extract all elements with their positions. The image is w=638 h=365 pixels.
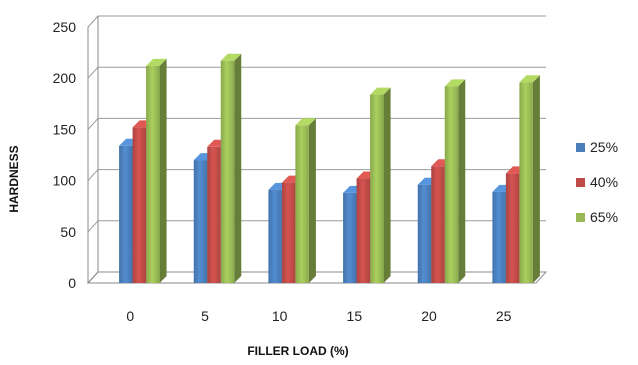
y-tick-label: 50 xyxy=(60,224,76,240)
y-axis-title: HARDNESS xyxy=(7,145,21,212)
legend-swatch xyxy=(576,143,585,152)
bar xyxy=(444,79,466,283)
x-tick-label: 25 xyxy=(496,308,512,324)
legend: 25% 40% 65% xyxy=(576,139,618,225)
x-tick-label: 20 xyxy=(421,308,437,324)
y-tick-label: 100 xyxy=(53,173,77,189)
x-axis-title: FILLER LOAD (%) xyxy=(247,344,348,358)
y-tick-label: 150 xyxy=(53,121,77,137)
legend-label: 25% xyxy=(590,139,618,155)
gridline-side xyxy=(87,220,99,233)
legend-item: 40% xyxy=(576,174,618,190)
bars xyxy=(119,53,540,284)
legend-item: 65% xyxy=(576,209,618,225)
plot-frame xyxy=(86,16,548,284)
bar xyxy=(370,87,391,283)
floor-plane xyxy=(86,271,548,284)
y-tick-label: 250 xyxy=(53,19,77,35)
bar xyxy=(295,118,316,283)
bar xyxy=(519,75,540,284)
legend-label: 40% xyxy=(590,174,618,190)
legend-swatch xyxy=(576,178,585,187)
x-tick-label: 10 xyxy=(272,308,288,324)
y-tick-label: 200 xyxy=(53,70,77,86)
gridline-side xyxy=(87,118,99,130)
y-tick-labels: 0 50 100 150 200 250 xyxy=(53,19,77,291)
gridline-side xyxy=(87,169,99,181)
bar xyxy=(146,58,167,283)
x-tick-label: 15 xyxy=(347,308,363,324)
gridlines xyxy=(87,15,546,284)
legend-item: 25% xyxy=(576,139,618,155)
x-tick-labels: 0 5 10 15 20 25 xyxy=(126,308,511,324)
gridline-side xyxy=(87,66,99,79)
legend-swatch xyxy=(576,213,585,222)
y-tick-label: 0 xyxy=(68,275,76,291)
gridline-side xyxy=(87,15,99,28)
legend-label: 65% xyxy=(590,209,618,225)
x-tick-label: 5 xyxy=(201,308,209,324)
bar xyxy=(220,53,242,284)
x-tick-label: 0 xyxy=(126,308,134,324)
